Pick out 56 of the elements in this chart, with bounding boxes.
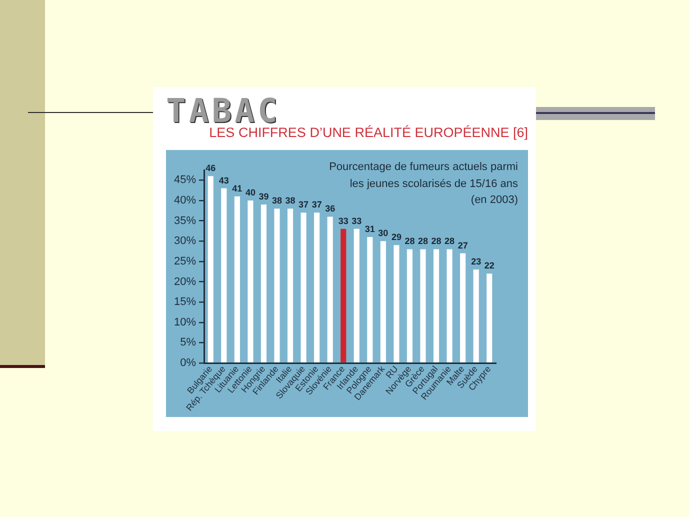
chart-subtitle: LES CHIFFRES D’UNE RÉALITÉ EUROPÉENNE [6] — [209, 125, 528, 141]
bar — [354, 228, 360, 362]
data-label: 29 — [391, 232, 402, 242]
data-label: 30 — [378, 228, 388, 238]
bar — [234, 196, 240, 362]
bar — [260, 204, 267, 362]
y-tick-label: 45% — [174, 174, 196, 186]
bar — [420, 249, 426, 362]
bar — [327, 216, 333, 362]
bar — [221, 188, 227, 362]
y-tick-label: 15% — [174, 296, 196, 308]
data-label: 46 — [206, 163, 216, 174]
y-tick-label: 40% — [174, 194, 196, 207]
data-label: 39 — [258, 192, 269, 202]
bar — [380, 241, 386, 362]
bar — [394, 245, 400, 362]
y-tick-label: 5% — [180, 336, 196, 349]
annotation: Pourcentage de fumeurs actuels parmi les jeunes scolarisés de 15/16 ans (en 2003) — [329, 161, 518, 206]
data-label: 33 — [352, 216, 362, 226]
data-label: 40 — [245, 187, 256, 198]
data-label: 36 — [325, 204, 336, 214]
bar — [300, 212, 306, 362]
data-label: 28 — [444, 236, 455, 246]
y-tick-label: 0% — [180, 357, 196, 370]
data-label: 28 — [404, 236, 415, 246]
data-label: 37 — [298, 200, 309, 210]
y-tick-label: 30% — [174, 235, 196, 248]
data-label: 27 — [458, 240, 468, 250]
bar — [274, 208, 280, 362]
data-label: 37 — [312, 200, 322, 210]
y-tick-label: 10% — [174, 316, 196, 328]
bar — [367, 237, 373, 362]
bar — [406, 249, 413, 362]
data-label: 38 — [285, 196, 296, 206]
data-label: 28 — [431, 236, 442, 246]
data-label: 23 — [471, 256, 482, 267]
data-label: 41 — [232, 183, 242, 194]
data-label: 31 — [364, 224, 375, 234]
bar — [460, 253, 466, 362]
y-tick-label: 35% — [174, 214, 196, 227]
bar — [486, 274, 492, 362]
bar — [287, 208, 294, 362]
bar — [433, 249, 440, 362]
data-label: 43 — [218, 175, 229, 186]
bar — [473, 270, 479, 362]
bar — [314, 212, 320, 362]
bar — [208, 176, 214, 362]
data-label: 22 — [484, 260, 494, 271]
bar — [248, 200, 254, 362]
data-label: 33 — [338, 216, 348, 226]
bar — [446, 249, 452, 362]
y-tick-label: 25% — [174, 255, 196, 268]
y-tick-label: 20% — [174, 276, 196, 288]
data-label: 38 — [272, 196, 282, 206]
data-label: 28 — [418, 236, 428, 246]
bar — [340, 228, 346, 362]
